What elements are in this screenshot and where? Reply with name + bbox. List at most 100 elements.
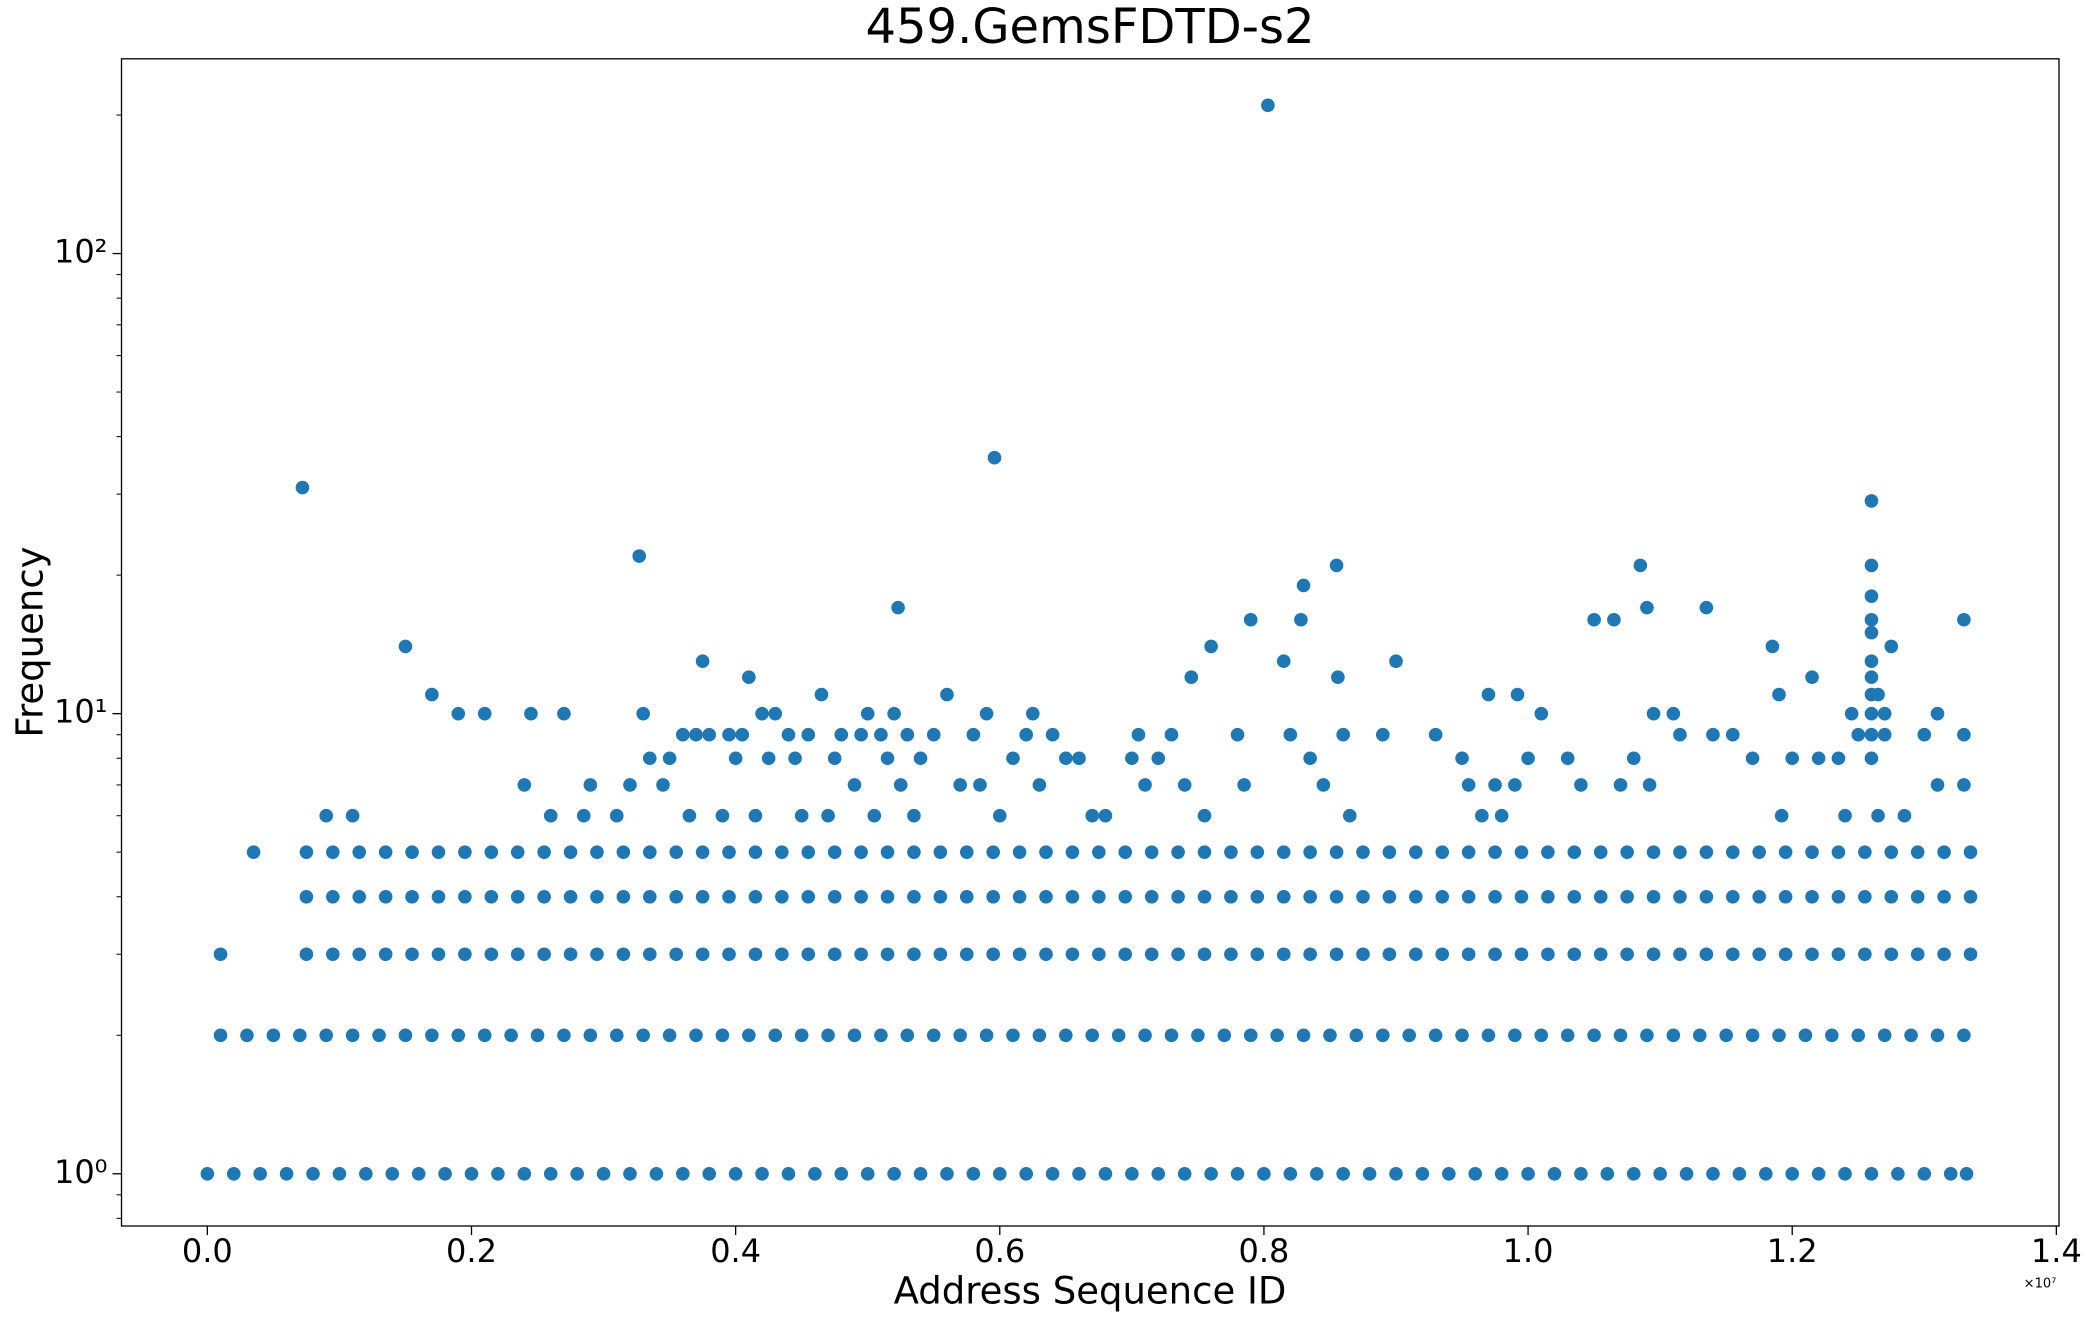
scatter-point xyxy=(1626,1166,1641,1181)
scatter-point xyxy=(1646,845,1661,859)
scatter-point xyxy=(1336,1166,1350,1181)
scatter-point xyxy=(246,845,261,859)
scatter-point xyxy=(326,889,340,904)
scatter-point xyxy=(913,751,928,766)
x-tick-label: 1.0 xyxy=(1503,1232,1554,1270)
scatter-point xyxy=(431,845,446,859)
scatter-point xyxy=(352,947,367,962)
scatter-point xyxy=(1224,845,1238,859)
scatter-point xyxy=(1296,578,1311,593)
scatter-point xyxy=(874,727,888,742)
scatter-point xyxy=(1092,845,1106,859)
scatter-point xyxy=(1864,654,1879,669)
scatter-point xyxy=(1402,1028,1417,1043)
scatter-point xyxy=(1574,778,1588,792)
scatter-point xyxy=(1276,654,1291,669)
scatter-point xyxy=(1514,889,1529,904)
scatter-point xyxy=(1144,947,1159,962)
scatter-point xyxy=(808,1166,822,1181)
scatter-point xyxy=(1098,808,1113,823)
scatter-point xyxy=(854,727,868,742)
scatter-point xyxy=(1620,947,1634,962)
scatter-point xyxy=(636,1028,650,1043)
scatter-point xyxy=(722,727,736,742)
scatter-point xyxy=(1488,889,1502,904)
scatter-point xyxy=(1072,1166,1086,1181)
scatter-point xyxy=(200,1166,215,1181)
scatter-point xyxy=(827,845,842,859)
scatter-point xyxy=(986,889,1000,904)
scatter-point xyxy=(1494,808,1509,823)
scatter-point xyxy=(1032,1028,1047,1043)
scatter-point xyxy=(1719,1028,1733,1043)
scatter-point xyxy=(1356,889,1370,904)
scatter-point xyxy=(959,947,974,962)
plot-frame xyxy=(120,58,2060,1227)
scatter-point xyxy=(1752,947,1766,962)
scatter-point xyxy=(1461,845,1476,859)
scatter-point xyxy=(801,889,816,904)
scatter-point xyxy=(1428,727,1443,742)
scatter-point xyxy=(656,778,670,792)
scatter-point xyxy=(966,727,981,742)
scatter-point xyxy=(880,947,895,962)
scatter-point xyxy=(632,549,647,563)
scatter-point xyxy=(722,845,736,859)
scatter-point xyxy=(959,845,974,859)
scatter-point xyxy=(1382,947,1397,962)
scatter-point xyxy=(464,1166,479,1181)
scatter-point xyxy=(748,845,763,859)
scatter-point xyxy=(834,1166,849,1181)
scatter-point xyxy=(1488,947,1502,962)
scatter-point xyxy=(867,808,882,823)
scatter-point xyxy=(926,727,941,742)
scatter-point xyxy=(1910,845,1925,859)
scatter-point xyxy=(1276,947,1291,962)
scatter-point xyxy=(1930,778,1945,792)
scatter-point xyxy=(1884,845,1899,859)
scatter-point xyxy=(728,751,743,766)
scatter-point xyxy=(1409,845,1423,859)
scatter-point xyxy=(524,706,538,721)
scatter-point xyxy=(636,706,650,721)
scatter-point xyxy=(616,889,631,904)
scatter-point xyxy=(431,889,446,904)
scatter-point xyxy=(1389,654,1403,669)
scatter-point xyxy=(979,706,994,721)
scatter-point xyxy=(1521,751,1535,766)
x-axis-label: Address Sequence ID xyxy=(894,1270,1287,1313)
scatter-point xyxy=(953,1028,967,1043)
scatter-point xyxy=(1475,808,1489,823)
scatter-point xyxy=(1508,1028,1522,1043)
scatter-point xyxy=(761,751,776,766)
scatter-point xyxy=(1045,727,1060,742)
scatter-point xyxy=(1574,1166,1588,1181)
scatter-point xyxy=(1864,625,1879,640)
scatter-point xyxy=(1957,1028,1971,1043)
scatter-point xyxy=(1725,889,1740,904)
scatter-point xyxy=(1805,845,1819,859)
scatter-point xyxy=(1963,845,1978,859)
scatter-point xyxy=(1197,947,1212,962)
scatter-point xyxy=(1435,889,1450,904)
scatter-point xyxy=(1910,947,1925,962)
scatter-point xyxy=(378,947,393,962)
scatter-point xyxy=(1825,1028,1839,1043)
scatter-point xyxy=(411,1166,426,1181)
scatter-point xyxy=(1871,687,1885,702)
scatter-point xyxy=(1131,727,1146,742)
scatter-point xyxy=(847,778,862,792)
scatter-point xyxy=(1428,1028,1443,1043)
scatter-point xyxy=(722,889,736,904)
scatter-point xyxy=(1752,845,1766,859)
scatter-point xyxy=(1250,845,1265,859)
x-tick-label: 0.6 xyxy=(974,1232,1025,1270)
scatter-point xyxy=(1937,845,1951,859)
scatter-point xyxy=(1309,1166,1324,1181)
scatter-point xyxy=(1204,1166,1218,1181)
scatter-point xyxy=(1745,751,1760,766)
scatter-point xyxy=(973,778,987,792)
scatter-point xyxy=(557,1028,571,1043)
scatter-point xyxy=(1877,727,1892,742)
scatter-point xyxy=(1039,889,1053,904)
